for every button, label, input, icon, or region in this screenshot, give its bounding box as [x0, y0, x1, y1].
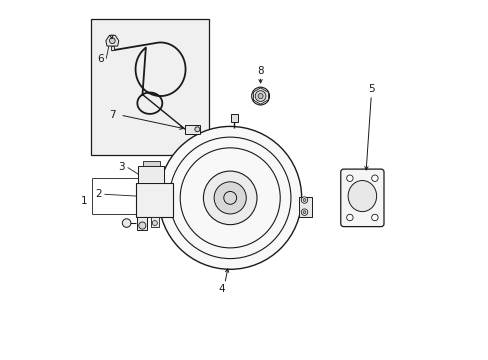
Circle shape: [203, 171, 257, 225]
Bar: [230, 114, 238, 122]
Text: 6: 6: [98, 54, 104, 64]
Bar: [185, 125, 200, 134]
Circle shape: [346, 175, 352, 181]
Circle shape: [122, 219, 131, 227]
Bar: [138, 166, 164, 183]
Text: 7: 7: [109, 110, 115, 120]
Bar: [142, 161, 160, 166]
Bar: [91, 19, 208, 155]
Circle shape: [301, 209, 307, 215]
Text: 4: 4: [218, 284, 224, 294]
Bar: [135, 183, 173, 217]
Text: 2: 2: [95, 189, 102, 199]
Circle shape: [214, 182, 246, 214]
Circle shape: [255, 91, 265, 102]
Bar: [298, 197, 312, 217]
Polygon shape: [106, 35, 119, 46]
Ellipse shape: [347, 180, 376, 212]
Circle shape: [139, 222, 145, 229]
Text: 1: 1: [81, 197, 88, 206]
Circle shape: [258, 94, 263, 99]
Circle shape: [251, 87, 269, 105]
Circle shape: [194, 127, 200, 132]
Bar: [151, 217, 159, 226]
Circle shape: [346, 214, 352, 221]
Bar: [137, 217, 147, 230]
Text: 5: 5: [367, 84, 374, 94]
FancyBboxPatch shape: [340, 169, 383, 226]
Circle shape: [371, 214, 377, 221]
Circle shape: [371, 175, 377, 181]
Bar: [110, 46, 114, 50]
Circle shape: [109, 38, 115, 44]
Circle shape: [301, 197, 307, 203]
Circle shape: [303, 211, 305, 213]
Circle shape: [303, 199, 305, 202]
Text: 8: 8: [257, 66, 264, 76]
Circle shape: [152, 221, 157, 226]
Text: 3: 3: [118, 162, 124, 172]
Circle shape: [159, 126, 301, 269]
